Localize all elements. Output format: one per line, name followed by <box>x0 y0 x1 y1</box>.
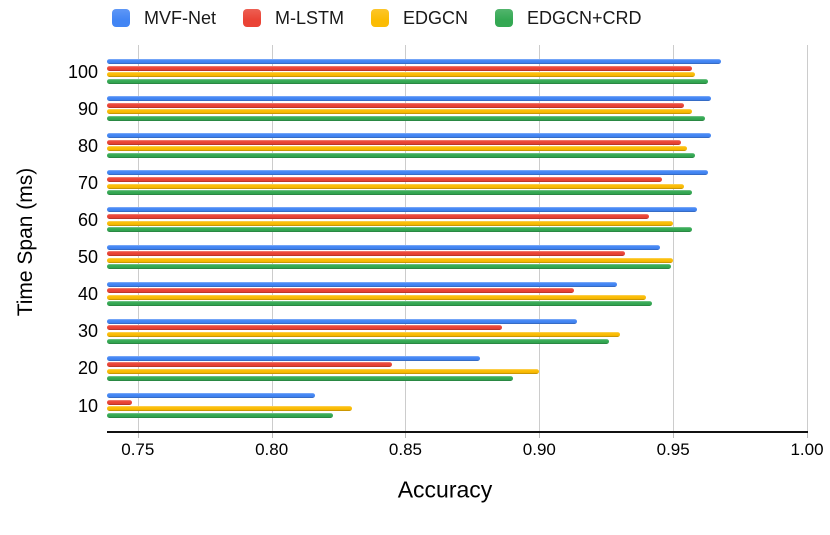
x-tick-label: 0.85 <box>388 440 423 459</box>
gridline-x-0.95 <box>673 45 675 431</box>
gridline-x-1.00 <box>807 45 808 431</box>
bar-mvf-net-80 <box>107 133 711 139</box>
bar-mvf-net-40 <box>107 281 617 287</box>
y-tick-label: 10 <box>77 395 98 416</box>
legend-color-swatch-icon <box>495 9 514 27</box>
x-tick-label: 0.80 <box>255 440 289 459</box>
bar-m-lstm-50 <box>107 251 625 257</box>
legend-color-swatch-icon <box>243 9 261 27</box>
x-axis-tick-0.75 <box>137 433 139 438</box>
gridline-x-0.75 <box>137 45 139 431</box>
bar-mvf-net-20 <box>107 355 481 361</box>
y-axis-title: Time Span (ms) <box>14 167 37 317</box>
bar-edgcn-crd-30 <box>107 338 609 344</box>
bar-mvf-net-70 <box>107 170 708 176</box>
bar-edgcn-20 <box>107 369 540 374</box>
bar-mvf-net-90 <box>107 96 711 102</box>
x-axis-tick-0.90 <box>539 433 541 438</box>
bar-edgcn-crd-50 <box>107 264 671 270</box>
legend-color-swatch-icon <box>112 9 130 27</box>
bar-edgcn-40 <box>107 294 647 300</box>
y-tick-label: 50 <box>77 247 98 268</box>
y-tick-label: 60 <box>77 210 98 230</box>
legend-label: M-LSTM <box>275 7 344 28</box>
gridline-x-0.90 <box>539 45 541 431</box>
y-tick-label: 100 <box>67 61 98 82</box>
legend-label: EDGCN <box>403 7 469 28</box>
bar-edgcn-90 <box>107 109 692 115</box>
bar-m-lstm-100 <box>107 65 692 71</box>
bar-edgcn-80 <box>107 146 687 152</box>
gridline-x-0.85 <box>405 45 407 431</box>
legend-item-edgcn: EDGCN <box>371 8 468 29</box>
bar-edgcn-crd-20 <box>107 375 513 381</box>
bar-mvf-net-100 <box>107 59 722 64</box>
bar-mvf-net-10 <box>107 392 315 398</box>
bar-m-lstm-80 <box>107 139 682 145</box>
bar-mvf-net-50 <box>107 244 660 250</box>
x-axis-line <box>107 431 808 433</box>
y-tick-label: 80 <box>77 135 98 156</box>
y-tick-label: 20 <box>77 358 98 379</box>
bar-edgcn-100 <box>107 72 695 78</box>
legend-color-swatch-icon <box>371 9 389 27</box>
legend-item-edgcn-crd: EDGCN+CRD <box>495 8 642 29</box>
bar-edgcn-30 <box>107 331 620 337</box>
bar-m-lstm-20 <box>107 362 393 368</box>
legend: MVF-Net M-LSTM EDGCN EDGCN+CRD <box>112 6 642 30</box>
x-tick-label: 1.00 <box>790 440 824 459</box>
legend-label: MVF-Net <box>144 7 216 28</box>
legend-label: EDGCN+CRD <box>527 7 642 28</box>
y-tick-label: 40 <box>77 284 98 305</box>
bar-m-lstm-70 <box>107 176 663 182</box>
legend-item-m-lstm: M-LSTM <box>243 8 344 29</box>
x-axis-tick-0.85 <box>405 433 407 438</box>
y-tick-label: 30 <box>77 321 98 342</box>
x-axis-tick-1.00 <box>807 433 808 438</box>
bar-m-lstm-60 <box>107 214 650 219</box>
x-axis-title: Accuracy <box>397 476 493 503</box>
bar-m-lstm-10 <box>107 399 133 405</box>
gridline-x-0.80 <box>271 45 273 431</box>
bar-edgcn-50 <box>107 257 674 263</box>
y-tick-label: 90 <box>77 98 98 119</box>
bar-mvf-net-30 <box>107 318 577 324</box>
bar-edgcn-crd-90 <box>107 115 706 121</box>
bar-edgcn-10 <box>107 406 352 412</box>
bar-mvf-net-60 <box>107 207 698 213</box>
bar-edgcn-crd-80 <box>107 153 695 158</box>
bar-edgcn-crd-10 <box>107 412 334 418</box>
x-axis-tick-0.80 <box>271 433 273 438</box>
x-tick-label: 0.75 <box>121 440 155 459</box>
bar-edgcn-crd-100 <box>107 78 708 84</box>
bar-edgcn-crd-40 <box>107 301 652 307</box>
x-tick-label: 0.95 <box>656 440 690 459</box>
bar-edgcn-70 <box>107 183 684 189</box>
bar-m-lstm-30 <box>107 325 502 331</box>
x-axis-tick-0.95 <box>673 433 675 438</box>
bar-edgcn-crd-70 <box>107 190 692 196</box>
bar-edgcn-crd-60 <box>107 227 692 233</box>
legend-item-mvf-net: MVF-Net <box>112 8 216 29</box>
bar-m-lstm-90 <box>107 102 684 108</box>
bar-edgcn-60 <box>107 220 674 226</box>
bar-m-lstm-40 <box>107 288 575 294</box>
x-tick-label: 0.90 <box>522 440 556 459</box>
y-tick-label: 70 <box>77 172 98 193</box>
